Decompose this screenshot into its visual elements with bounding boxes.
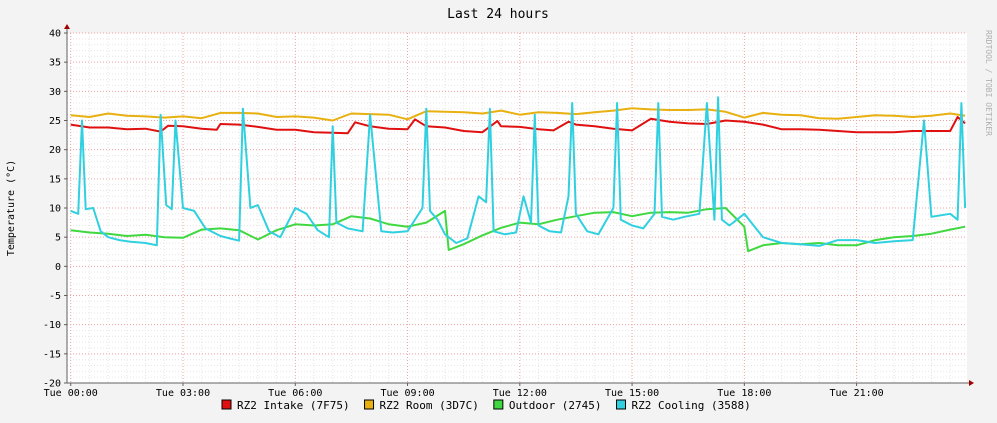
series-line-3 <box>70 96 967 247</box>
y-tick-label: 25 <box>49 116 61 127</box>
series-line-2 <box>70 207 966 253</box>
y-axis-arrow <box>64 24 70 29</box>
x-tick-label: Tue 09:00 <box>380 388 434 399</box>
y-axis-label: Temperature (°C) <box>6 160 17 256</box>
y-tick-label: 20 <box>49 145 61 156</box>
y-tick-label: 15 <box>49 174 61 185</box>
y-tick-label: -5 <box>49 291 61 302</box>
x-axis-arrow <box>969 380 974 386</box>
y-tick-label: 40 <box>49 29 61 40</box>
watermark: RRDTOOL / TOBI OETIKER <box>984 30 993 136</box>
legend-swatch <box>616 399 627 410</box>
series-line-1 <box>70 107 966 122</box>
series-lines <box>70 96 967 253</box>
y-tick-label: -20 <box>43 379 61 390</box>
legend-label: RZ2 Room (3D7C) <box>380 399 479 412</box>
legend-swatch <box>364 399 375 410</box>
x-tick-label: Tue 15:00 <box>605 388 659 399</box>
legend-label: RZ2 Intake (7F75) <box>237 399 350 412</box>
chart-title: Last 24 hours <box>447 7 549 22</box>
series-line-0 <box>70 116 966 135</box>
y-tick-label: -10 <box>43 320 61 331</box>
y-tick-label: -15 <box>43 349 61 360</box>
y-tick-label: 0 <box>55 262 61 273</box>
x-tick-label: Tue 03:00 <box>156 388 210 399</box>
x-tick-label: Tue 18:00 <box>717 388 771 399</box>
legend-label: RZ2 Cooling (3588) <box>632 399 751 412</box>
y-tick-label: 30 <box>49 87 61 98</box>
x-tick-label: Tue 06:00 <box>268 388 322 399</box>
y-tick-label: 10 <box>49 204 61 215</box>
legend: RZ2 Intake (7F75) RZ2 Room (3D7C) Outdoor … <box>221 399 751 412</box>
x-tick-label: Tue 12:00 <box>493 388 547 399</box>
legend-swatch <box>493 399 504 410</box>
y-tick-label: 5 <box>55 233 61 244</box>
legend-label: Outdoor (2745) <box>509 399 602 412</box>
grid <box>67 32 967 384</box>
x-tick-label: Tue 00:00 <box>44 388 98 399</box>
legend-swatch <box>221 399 232 410</box>
y-tick-label: 35 <box>49 58 61 69</box>
x-tick-label: Tue 21:00 <box>830 388 884 399</box>
